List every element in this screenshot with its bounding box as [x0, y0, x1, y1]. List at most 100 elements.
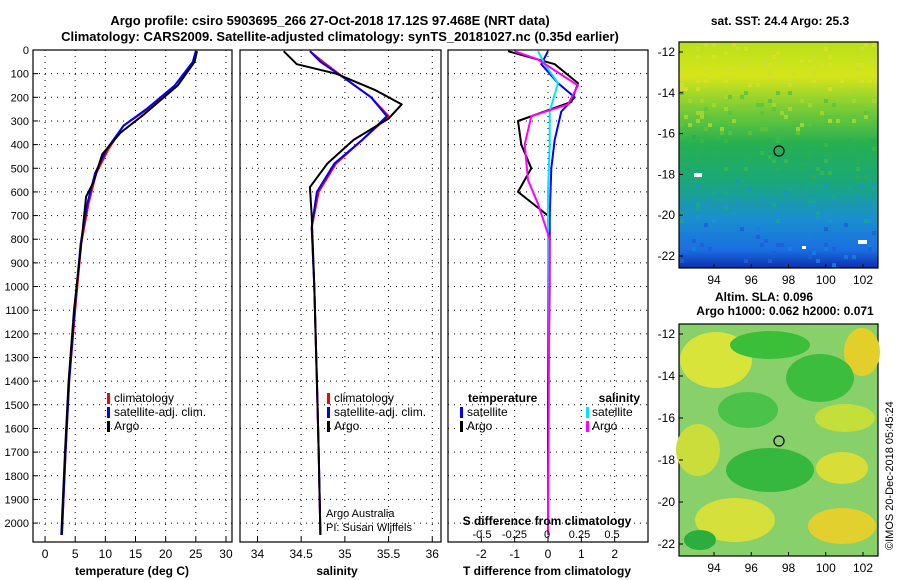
sst-pixel [756, 231, 760, 235]
sst-pixel [848, 139, 852, 143]
credit-line1: Argo Australia [326, 508, 395, 520]
sst-pixel [788, 199, 792, 203]
credit-line2: PI: Susan Wijffels [326, 522, 412, 534]
sst-pixel [724, 191, 728, 195]
depth-tick-label: 100 [11, 69, 29, 81]
sst-pixel [744, 167, 748, 171]
sst-pixel [808, 235, 812, 239]
legend-label: climatology [334, 391, 394, 405]
sst-pixel [696, 87, 700, 91]
sst-pixel [856, 195, 860, 199]
sst-pixel [748, 131, 752, 135]
sst-pixel [688, 251, 692, 255]
sst-pixel [680, 211, 684, 215]
sst-pixel [772, 103, 776, 107]
difference-s-ticks: -0.5 -0.25 0 0.25 0.5 [473, 529, 620, 541]
sst-pixel [724, 207, 728, 211]
legend-title: temperature [468, 391, 538, 405]
sst-pixel [804, 187, 808, 191]
sst-pixel [724, 139, 728, 143]
sst-pixel [712, 55, 716, 59]
depth-axis-ticks: 0 100 200 300 400 500 600 700 800 900 1000 1100 1200… [5, 45, 38, 530]
sst-pixel [812, 175, 816, 179]
sst-cloud-mark [858, 240, 867, 244]
sst-pixel [724, 51, 728, 55]
sst-pixel [772, 251, 776, 255]
map-y-tick-label: -12 [658, 327, 676, 341]
sst-pixel [872, 147, 876, 151]
sst-pixel [680, 87, 684, 91]
sst-pixel [724, 107, 728, 111]
sst-pixel [728, 67, 732, 71]
legend-label: Argo [467, 419, 493, 433]
sla-argo-location-marker [773, 435, 785, 447]
sst-pixel [684, 163, 688, 167]
map-y-tick-label: -22 [658, 249, 676, 263]
sst-pixel [776, 135, 780, 139]
sst-pixel [828, 219, 832, 223]
sst-pixel [872, 187, 876, 191]
sst-pixel [776, 139, 780, 143]
sst-pixel [860, 183, 864, 187]
sla-low-patch [730, 331, 810, 359]
x-tick-label: -1 [509, 547, 520, 561]
sst-pixel [736, 47, 740, 51]
sst-pixel [868, 79, 872, 83]
difference-lines [507, 50, 579, 535]
sst-pixel [868, 179, 872, 183]
title-line1: Argo profile: csiro 5903695_266 27-Oct-2… [110, 13, 549, 28]
legend-swatch [586, 407, 589, 418]
sst-pixel [700, 99, 704, 103]
depth-tick-label: 1000 [5, 282, 29, 294]
sst-pixel [808, 151, 812, 155]
sst-pixel [732, 43, 736, 47]
map-y-tick-label: -12 [658, 45, 676, 59]
sst-pixel [824, 243, 828, 247]
sst-pixel [692, 135, 696, 139]
x-tick-label: 2 [611, 547, 618, 561]
sst-pixel [788, 247, 792, 251]
sst-pixel [792, 183, 796, 187]
sst-pixel [808, 255, 812, 259]
sst-pixel [800, 123, 804, 127]
sst-pixel [864, 175, 868, 179]
sst-pixel [760, 103, 764, 107]
sst-pixel [852, 255, 856, 259]
legend-swatch [107, 393, 110, 404]
sst-pixel [860, 63, 864, 67]
sla-high-patch [816, 452, 868, 484]
sst-pixel [872, 231, 876, 235]
depth-tick-label: 1200 [5, 329, 29, 341]
sst-pixel [728, 111, 732, 115]
sst-pixel [824, 143, 828, 147]
map-x-tick-label: 96 [745, 273, 759, 287]
sst-pixel [756, 103, 760, 107]
sst-pixel [688, 123, 692, 127]
sst-pixel [760, 127, 764, 131]
sst-pixel [768, 99, 772, 103]
depth-tick-label: 300 [11, 116, 29, 128]
sst-pixel [696, 47, 700, 51]
sst-pixel [768, 259, 772, 263]
sla-high-patch [676, 424, 720, 476]
sst-pixel [684, 115, 688, 119]
sst-pixel [732, 119, 736, 123]
sst-pixel [828, 171, 832, 175]
x-tick-label: 34.5 [289, 547, 313, 561]
map-x-tick-label: 100 [816, 561, 836, 575]
temperature-x-ticks: 0 5 10 15 20 25 30 [42, 537, 233, 561]
temperature-lines [60, 50, 198, 535]
sst-pixel [704, 79, 708, 83]
sst-pixel [808, 155, 812, 159]
sst-cloud-mark [694, 173, 702, 177]
t-difference-label: T difference from climatology [463, 564, 631, 578]
sst-pixel [872, 99, 876, 103]
sst-pixel [756, 83, 760, 87]
salinity-panel: 34 34.5 35 35.5 36 salinity climatologysatel… [239, 49, 442, 578]
sst-pixel [812, 71, 816, 75]
sst-pixel [812, 203, 816, 207]
sst-pixel [704, 107, 708, 111]
sst-pixel [704, 127, 708, 131]
sst-pixel [696, 151, 700, 155]
sst-pixel [820, 111, 824, 115]
